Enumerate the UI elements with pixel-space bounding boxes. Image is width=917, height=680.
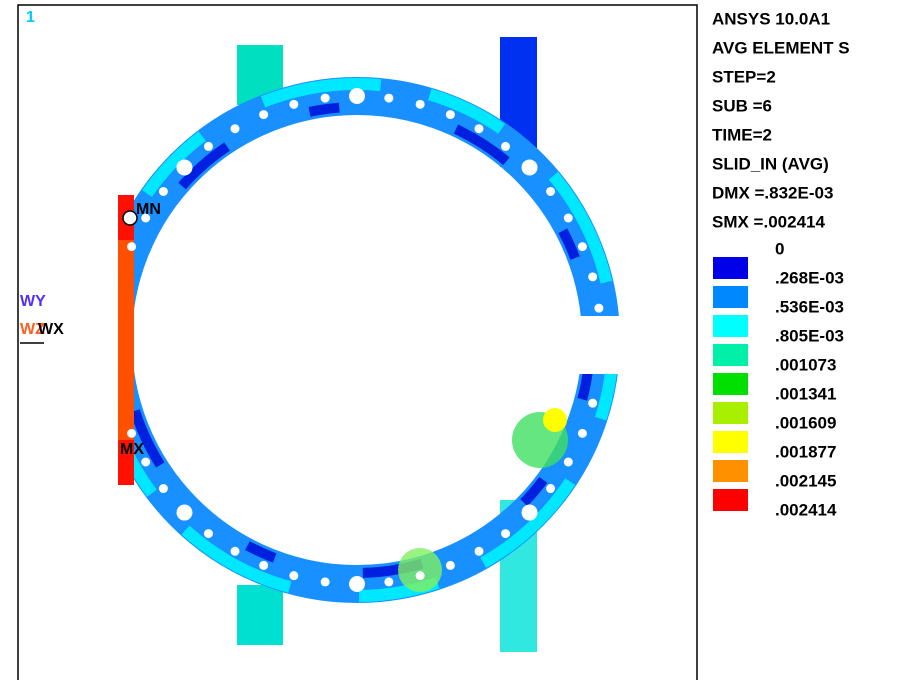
- hole: [564, 214, 573, 223]
- hole: [446, 110, 455, 119]
- min-marker: [123, 211, 137, 225]
- triad-y: WY: [20, 293, 46, 310]
- legend-swatch: [713, 315, 748, 337]
- legend-level: .536E-03: [775, 297, 844, 316]
- hole: [588, 399, 597, 408]
- plot-canvas: 1 MN MX WY WZ WX ANSYS 10.0A1AVG ELEMENT…: [0, 0, 917, 680]
- legend-level: .001877: [775, 442, 836, 461]
- hole: [127, 242, 136, 251]
- info-line: AVG ELEMENT S: [712, 38, 850, 57]
- info-line: STEP=2: [712, 67, 776, 86]
- hole: [231, 547, 240, 556]
- hole: [289, 571, 298, 580]
- legend-swatch: [713, 431, 748, 453]
- hole: [501, 142, 510, 151]
- info-line: SMX =.002414: [712, 212, 825, 231]
- legend-swatch: [713, 402, 748, 424]
- stress-patch: [398, 548, 442, 592]
- hole: [159, 484, 168, 493]
- legend-level: .805E-03: [775, 326, 844, 345]
- info-line: DMX =.832E-03: [712, 183, 833, 202]
- legend-level: .001073: [775, 355, 836, 374]
- hole: [522, 505, 538, 521]
- hole: [416, 100, 425, 109]
- legend-level: .002414: [775, 500, 837, 519]
- hole: [578, 429, 587, 438]
- triad-x: WX: [38, 321, 64, 338]
- hole: [176, 159, 192, 175]
- legend-swatch: [713, 489, 748, 511]
- hole: [578, 242, 587, 251]
- legend-level: .001341: [775, 384, 836, 403]
- hole: [588, 272, 597, 281]
- hole: [564, 458, 573, 467]
- hole: [141, 458, 150, 467]
- legend-swatch: [713, 344, 748, 366]
- legend-level: .268E-03: [775, 268, 844, 287]
- info-line: SUB =6: [712, 96, 772, 115]
- bottom-left-tab: [237, 585, 283, 645]
- viewport-number: 1: [26, 9, 35, 26]
- legend-swatch: [713, 286, 748, 308]
- hole: [384, 94, 393, 103]
- legend-swatch: [713, 460, 748, 482]
- stress-patch: [543, 408, 567, 432]
- hole: [204, 529, 213, 538]
- info-line: SLID_IN (AVG): [712, 154, 829, 173]
- hole: [349, 88, 365, 104]
- hole: [522, 159, 538, 175]
- hole: [289, 100, 298, 109]
- hole: [501, 529, 510, 538]
- min-label: MN: [136, 201, 161, 218]
- hole: [475, 124, 484, 133]
- hole: [231, 124, 240, 133]
- left-flat-gradient: [118, 240, 134, 440]
- hole: [321, 94, 330, 103]
- info-panel: ANSYS 10.0A1 AVG ELEMENT S STEP=2 SUB =6 TIM…: [712, 9, 850, 231]
- legend-swatch: [713, 257, 748, 279]
- hole: [259, 110, 268, 119]
- hole: [259, 561, 268, 570]
- ansys-window: 1 MN MX WY WZ WX ANSYS 10.0A1AVG ELEMENT…: [0, 0, 917, 680]
- hole: [475, 547, 484, 556]
- hole: [349, 576, 365, 592]
- info-line: TIME=2: [712, 125, 772, 144]
- hole: [546, 187, 555, 196]
- legend-swatch: [713, 373, 748, 395]
- hole: [159, 187, 168, 196]
- info-line: ANSYS 10.0A1: [712, 9, 830, 28]
- legend-level: 0: [775, 239, 784, 258]
- hole: [546, 484, 555, 493]
- hole: [446, 561, 455, 570]
- hole: [416, 571, 425, 580]
- legend-level: .002145: [775, 471, 836, 490]
- hole: [204, 142, 213, 151]
- hole: [127, 429, 136, 438]
- legend-level: .001609: [775, 413, 836, 432]
- hole: [176, 505, 192, 521]
- hole: [594, 304, 603, 313]
- ring-gap: [545, 316, 625, 374]
- max-label: MX: [120, 441, 144, 458]
- contour-legend: 0 .268E-03 .536E-03 .805E-03 .001073 .001341.…: [713, 239, 844, 519]
- hole: [321, 577, 330, 586]
- hole: [384, 577, 393, 586]
